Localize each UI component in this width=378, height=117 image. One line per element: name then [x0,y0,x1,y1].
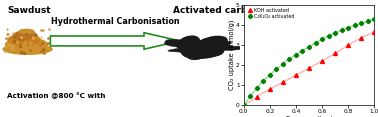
KOH activated [320,60,324,62]
C₂K₂O₄ activated [294,54,298,55]
Ellipse shape [13,30,37,40]
KOH activated [294,74,298,76]
KOH activated [242,105,246,106]
C₂K₂O₄ activated [320,39,324,40]
C₂K₂O₄ activated [287,58,292,60]
KOH activated [307,67,311,69]
Line: KOH activated: KOH activated [242,30,376,107]
Line: C₂K₂O₄ activated: C₂K₂O₄ activated [242,17,376,107]
C₂K₂O₄ activated [333,32,337,34]
C₂K₂O₄ activated [326,35,331,37]
C₂K₂O₄ activated [339,29,344,31]
Text: KOH: KOH [350,93,367,99]
C₂K₂O₄ activated [268,74,272,75]
Ellipse shape [177,35,200,51]
Text: Hydrothermal Carbonisation: Hydrothermal Carbonisation [51,17,180,26]
Ellipse shape [18,29,35,35]
Ellipse shape [7,34,41,46]
C₂K₂O₄ activated [261,80,266,81]
C₂K₂O₄ activated [255,87,259,88]
Text: Activation @800 °C with: Activation @800 °C with [7,93,108,99]
C₂K₂O₄ activated [366,20,370,22]
Text: Activated carbon: Activated carbon [173,6,260,15]
Polygon shape [164,39,245,60]
Ellipse shape [187,49,224,59]
C₂K₂O₄ activated [280,63,285,65]
C₂K₂O₄ activated [372,18,376,20]
Y-axis label: CO₂ uptake (mmol/g): CO₂ uptake (mmol/g) [228,20,234,90]
KOH activated [255,96,259,98]
Ellipse shape [192,36,228,53]
C₂K₂O₄ activated [300,50,305,51]
KOH activated [359,37,363,39]
Text: C₂K₂O₄: C₂K₂O₄ [249,93,276,99]
KOH activated [333,53,337,54]
C₂K₂O₄ activated [359,23,363,24]
Text: or: or [310,93,323,99]
Ellipse shape [2,43,53,55]
Ellipse shape [205,44,225,56]
C₂K₂O₄ activated [274,68,279,70]
X-axis label: Pressure (bar): Pressure (bar) [285,116,333,117]
KOH activated [280,81,285,83]
Legend: KOH activated, C₂K₂O₄ activated: KOH activated, C₂K₂O₄ activated [246,7,295,19]
Ellipse shape [181,46,206,59]
C₂K₂O₄ activated [313,42,318,44]
Text: Sawdust: Sawdust [7,6,51,15]
C₂K₂O₄ activated [307,46,311,47]
Polygon shape [50,33,180,49]
Ellipse shape [5,37,48,51]
C₂K₂O₄ activated [248,96,253,97]
KOH activated [268,88,272,90]
KOH activated [346,45,350,46]
KOH activated [372,31,376,33]
C₂K₂O₄ activated [346,27,350,28]
C₂K₂O₄ activated [242,105,246,106]
C₂K₂O₄ activated [352,25,357,26]
